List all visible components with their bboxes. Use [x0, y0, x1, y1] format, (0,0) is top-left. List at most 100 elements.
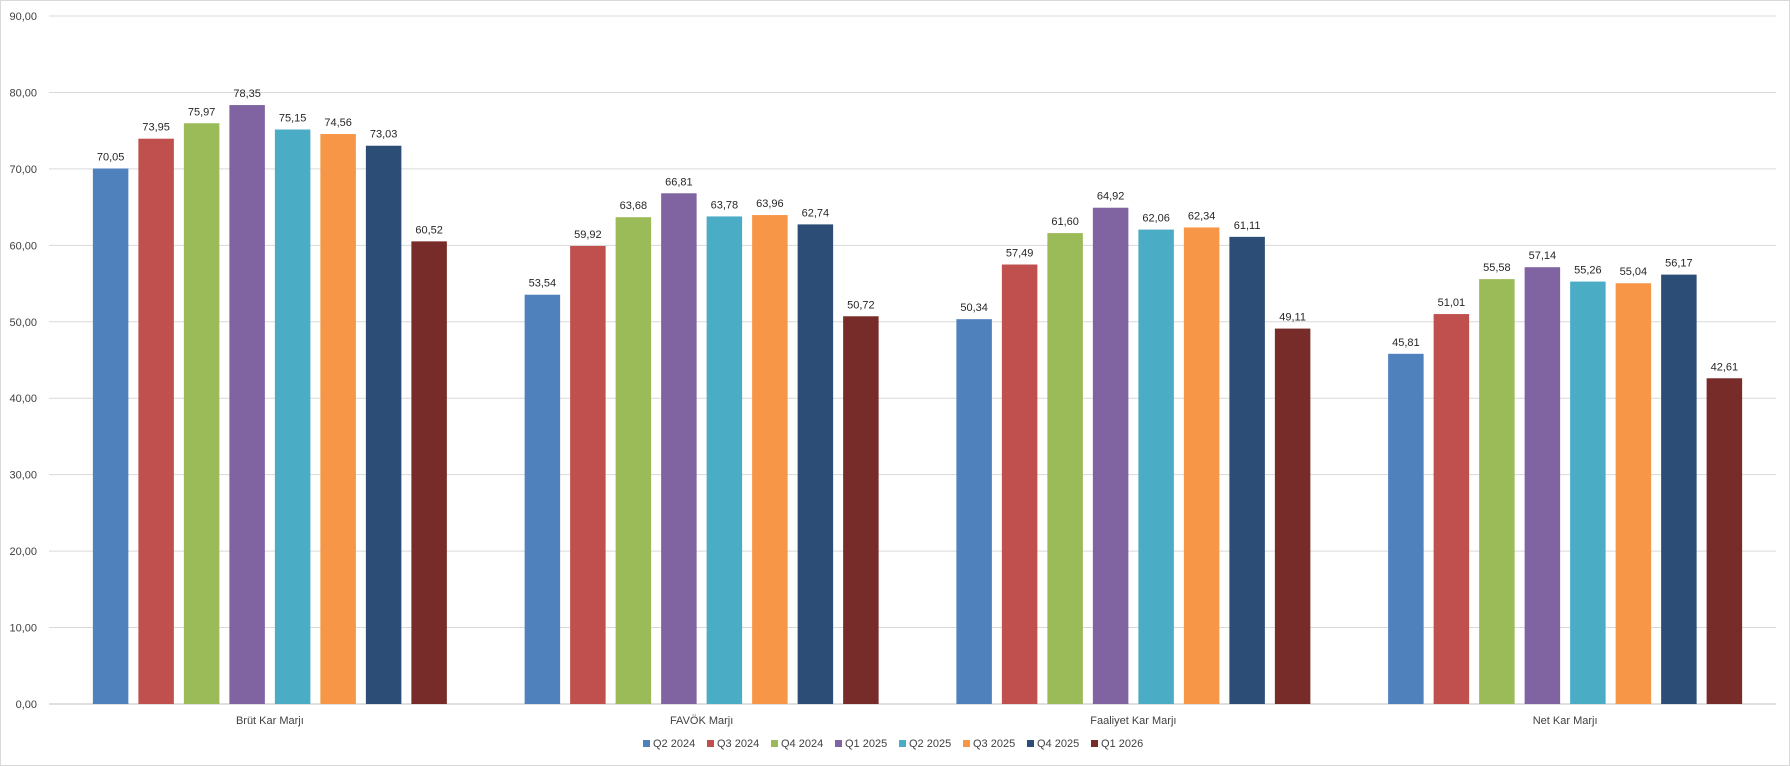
bar: [320, 134, 356, 705]
bar: [1047, 233, 1083, 704]
bars: [92, 105, 1743, 705]
bar: [752, 215, 788, 704]
data-label: 55,26: [1574, 265, 1602, 277]
x-axis-categories: Brüt Kar Marjı FAVÖK Marjı Faaliyet Kar Ma…: [236, 715, 1598, 727]
bar: [183, 123, 220, 704]
bar: [365, 145, 402, 705]
legend: Q2 2024 Q3 2024 Q4 2024 Q1 2025 Q2 2025 Q3 20…: [643, 738, 1143, 750]
legend-swatch: [707, 740, 714, 747]
data-label: 63,68: [620, 200, 648, 212]
data-label: 62,34: [1188, 210, 1216, 222]
data-label: 56,17: [1665, 258, 1693, 270]
bar: [1479, 279, 1515, 704]
x-category-label: FAVÖK Marjı: [670, 715, 733, 727]
bar: [843, 316, 879, 704]
legend-swatch: [963, 740, 970, 747]
bar: [1433, 314, 1470, 704]
data-label: 50,34: [960, 302, 988, 314]
data-label: 55,58: [1483, 262, 1511, 274]
data-label: 63,96: [756, 198, 784, 210]
bar: [1570, 281, 1606, 704]
data-label: 57,49: [1006, 248, 1034, 260]
bar: [1615, 283, 1652, 704]
legend-label: Q4 2024: [781, 738, 823, 750]
legend-swatch: [835, 740, 842, 747]
bar: [1001, 264, 1038, 704]
bar: [661, 193, 697, 705]
data-label: 61,11: [1234, 220, 1261, 232]
bar: [1138, 229, 1174, 704]
data-label: 64,92: [1097, 191, 1125, 203]
x-category-label: Net Kar Marjı: [1533, 715, 1598, 727]
data-label: 78,35: [233, 88, 261, 100]
bar: [1183, 227, 1220, 705]
y-tick-label: 90,00: [9, 11, 37, 23]
data-label: 57,14: [1529, 250, 1557, 262]
legend-label: Q3 2025: [973, 738, 1015, 750]
data-label: 53,54: [529, 278, 557, 290]
y-tick-label: 10,00: [9, 623, 37, 635]
data-label: 61,60: [1051, 216, 1079, 228]
bar: [1706, 378, 1743, 704]
data-label: 73,95: [142, 122, 170, 134]
data-label: 73,03: [370, 129, 398, 141]
data-label: 75,15: [279, 113, 307, 125]
legend-swatch: [1091, 740, 1098, 747]
legend-swatch: [1027, 740, 1034, 747]
y-tick-label: 20,00: [9, 546, 37, 558]
bar: [411, 241, 447, 704]
y-tick-label: 60,00: [9, 240, 37, 252]
bar: [797, 224, 834, 704]
legend-swatch: [643, 740, 650, 747]
x-category-label: Faaliyet Kar Marjı: [1090, 715, 1176, 727]
bar: [1229, 236, 1265, 704]
data-label: 42,61: [1711, 361, 1739, 373]
legend-label: Q1 2026: [1101, 738, 1143, 750]
bar: [706, 216, 743, 705]
y-tick-label: 0,00: [16, 699, 37, 711]
bar: [92, 168, 129, 705]
legend-label: Q4 2025: [1037, 738, 1079, 750]
bar: [1092, 207, 1129, 705]
bar: [615, 217, 652, 704]
bar: [274, 129, 311, 704]
legend-label: Q1 2025: [845, 738, 887, 750]
bar: [1524, 267, 1561, 704]
data-label: 62,74: [802, 207, 830, 219]
data-label: 75,97: [188, 106, 216, 118]
data-label: 74,56: [324, 117, 352, 129]
y-tick-label: 30,00: [9, 470, 37, 482]
y-axis-ticks: 0,00 10,00 20,00 30,00 40,00 50,00 60,00 70,00 8…: [9, 11, 37, 711]
data-label: 59,92: [574, 229, 602, 241]
data-label: 63,78: [711, 199, 739, 211]
legend-label: Q2 2024: [653, 738, 695, 750]
y-tick-label: 50,00: [9, 317, 37, 329]
y-tick-label: 80,00: [9, 87, 37, 99]
data-label: 49,11: [1279, 312, 1306, 324]
x-category-label: Brüt Kar Marjı: [236, 715, 304, 727]
data-label: 70,05: [97, 152, 125, 164]
y-tick-label: 40,00: [9, 393, 37, 405]
bar: [570, 245, 606, 704]
data-label: 45,81: [1392, 337, 1420, 349]
legend-swatch: [899, 740, 906, 747]
data-labels: 70,05 73,95 75,97 78,35 75,15 74,56 73,03 60,52…: [97, 88, 1738, 373]
data-label: 55,04: [1620, 266, 1648, 278]
bar: [1274, 328, 1311, 704]
legend-label: Q3 2024: [717, 738, 759, 750]
legend-swatch: [771, 740, 778, 747]
data-label: 50,72: [847, 299, 875, 311]
data-label: 60,52: [415, 224, 443, 236]
bar: [229, 105, 265, 704]
data-label: 66,81: [665, 176, 693, 188]
data-label: 62,06: [1142, 213, 1170, 225]
y-tick-label: 70,00: [9, 164, 37, 176]
bar: [956, 319, 992, 704]
data-label: 51,01: [1438, 297, 1466, 309]
bar: [524, 294, 561, 704]
legend-label: Q2 2025: [909, 738, 951, 750]
bar: [1661, 274, 1697, 704]
bar: [1388, 353, 1424, 704]
bar: [138, 138, 174, 704]
